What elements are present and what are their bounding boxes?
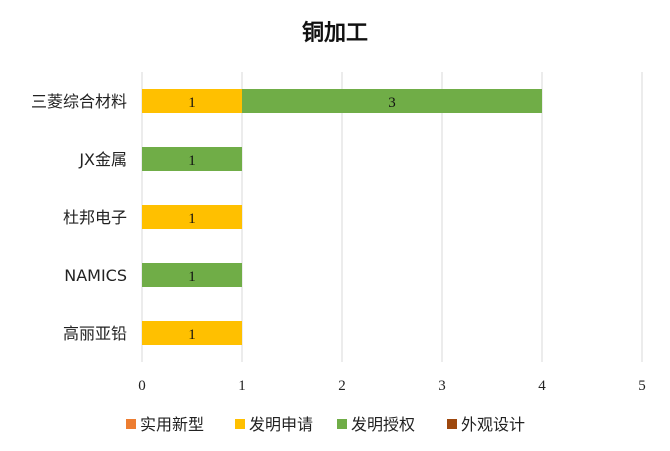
x-tick-label: 4 xyxy=(538,378,546,394)
category-label: JX金属 xyxy=(78,150,127,169)
category-label: 三菱综合材料 xyxy=(31,92,127,111)
x-tick-label: 2 xyxy=(338,378,346,394)
bar-segment xyxy=(142,263,242,287)
legend-label: 外观设计 xyxy=(461,415,525,434)
gridlines xyxy=(141,72,643,362)
bar-segment xyxy=(142,147,242,171)
chart-title: 铜加工 xyxy=(302,20,368,46)
legend-swatch xyxy=(126,419,136,429)
x-tick-label: 0 xyxy=(138,378,146,394)
category-label: 高丽亚铅 xyxy=(63,324,127,343)
legend-label: 发明授权 xyxy=(351,415,415,434)
bar-segment xyxy=(142,89,242,113)
bar-segment xyxy=(242,89,542,113)
x-tick-label: 3 xyxy=(438,378,446,394)
legend-swatch xyxy=(447,419,457,429)
category-label: NAMICS xyxy=(64,266,127,285)
bar-segment xyxy=(142,205,242,229)
bars: 1 3 1 1 1 1 xyxy=(142,89,542,345)
data-label: 3 xyxy=(388,95,396,111)
legend-swatch xyxy=(235,419,245,429)
legend: 实用新型 发明申请 发明授权 外观设计 xyxy=(126,415,525,434)
data-label: 1 xyxy=(188,327,196,343)
bar-segment xyxy=(142,321,242,345)
x-tick-label: 5 xyxy=(638,378,646,394)
legend-label: 发明申请 xyxy=(249,415,313,434)
data-label: 1 xyxy=(188,211,196,227)
data-label: 1 xyxy=(188,269,196,285)
legend-label: 实用新型 xyxy=(140,415,204,434)
data-label: 1 xyxy=(188,153,196,169)
legend-swatch xyxy=(337,419,347,429)
x-tick-labels: 0 1 2 3 4 5 xyxy=(138,378,646,394)
category-label: 杜邦电子 xyxy=(63,208,127,227)
data-label: 1 xyxy=(188,95,196,111)
x-tick-label: 1 xyxy=(238,378,246,394)
